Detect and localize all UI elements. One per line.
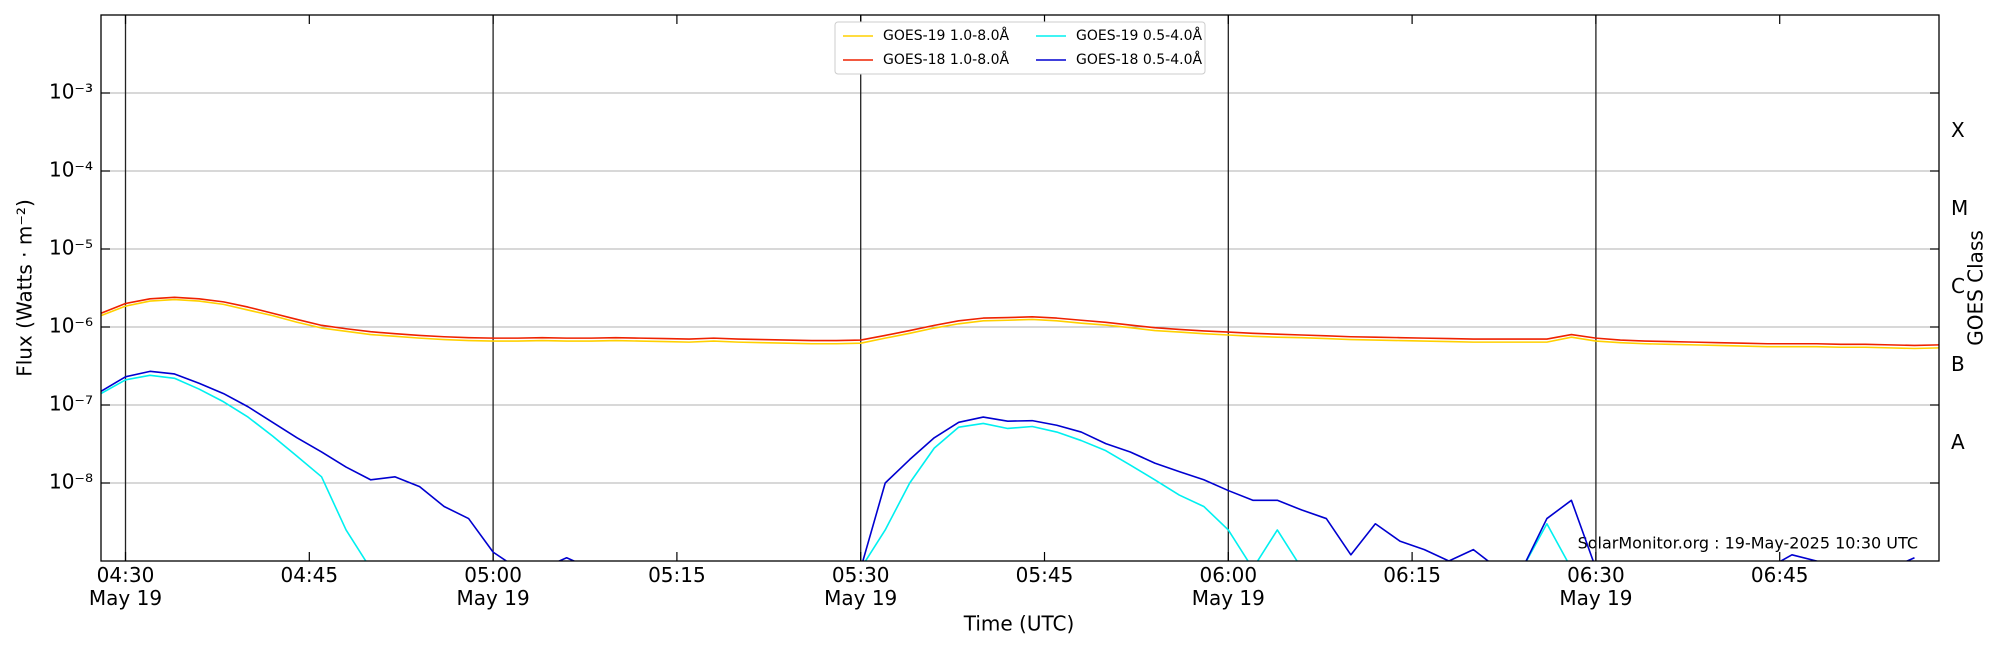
y-tick-label: 10⁻⁷ (49, 392, 93, 416)
y-axis-label: Flux (Watts · m⁻²) (13, 199, 37, 377)
x-tick-label: 04:30 May 19 (89, 563, 162, 610)
x-tick-label: 06:15 (1383, 563, 1441, 587)
x-tick-label: 06:45 (1751, 563, 1809, 587)
y-tick-label: 10⁻³ (49, 80, 93, 104)
x-axis-label: Time (UTC) (963, 612, 1075, 636)
series-line (101, 370, 1915, 561)
annotation: SolarMonitor.org : 19-May-2025 10:30 UTC (1578, 534, 1918, 553)
series-line (101, 374, 1569, 561)
y-tick-label: 10⁻⁵ (49, 236, 93, 260)
legend-label: GOES-18 1.0-8.0Å (883, 51, 1009, 68)
y2-axis-label: GOES Class (1964, 230, 1988, 346)
x-tick-label: 06:00 May 19 (1192, 563, 1265, 610)
y-tick-label: 10⁻⁸ (49, 470, 93, 494)
x-tick-label: 04:45 (280, 563, 338, 587)
plot-area (101, 296, 1939, 561)
y2-tick-label: B (1951, 352, 1965, 376)
y2-tick-label: A (1951, 430, 1965, 454)
y-tick-label: 10⁻⁶ (49, 314, 93, 338)
legend-label: GOES-19 0.5-4.0Å (1076, 27, 1202, 44)
x-tick-label: 05:00 May 19 (457, 563, 530, 610)
legend-label: GOES-19 1.0-8.0Å (883, 27, 1009, 44)
legend: GOES-19 1.0-8.0Å GOES-18 1.0-8.0Å GOES-19 … (834, 21, 1206, 75)
series-line (101, 296, 1939, 347)
y-tick-label: 10⁻⁴ (49, 158, 93, 182)
x-tick-label: 05:30 May 19 (824, 563, 897, 610)
legend-label: GOES-18 0.5-4.0Å (1076, 51, 1202, 68)
series-line (101, 298, 1939, 350)
y2-tick-label: C (1951, 274, 1965, 298)
plot-frame (100, 14, 1940, 562)
x-tick-label: 05:15 (648, 563, 706, 587)
legend-box (834, 21, 1206, 75)
x-tick-label: 05:45 (1016, 563, 1074, 587)
y2-tick-label: X (1951, 118, 1965, 142)
y2-tick-label: M (1951, 196, 1968, 220)
x-tick-label: 06:30 May 19 (1559, 563, 1632, 610)
